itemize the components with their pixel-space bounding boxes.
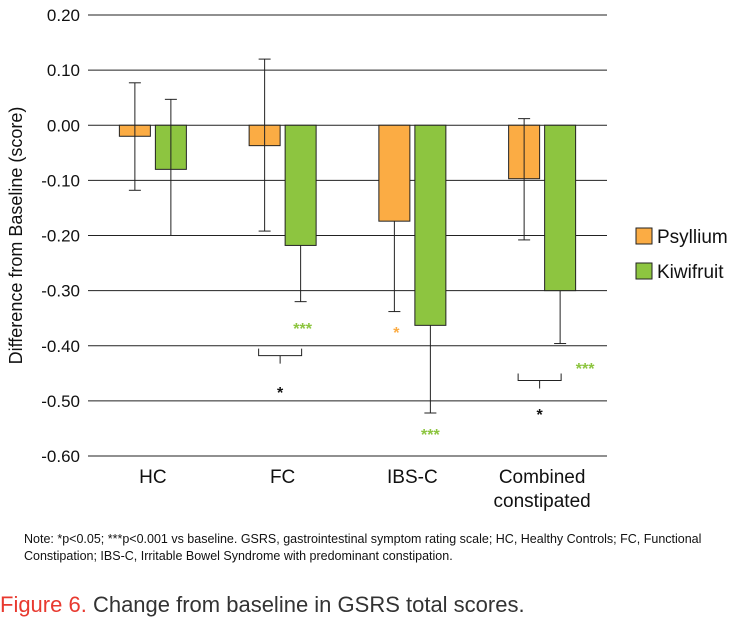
figure-caption: Figure 6. Change from baseline in GSRS t… (0, 592, 525, 618)
comparison-bracket (517, 373, 562, 389)
comparison-star: * (537, 407, 544, 424)
significance-marker: * (393, 325, 400, 342)
comparison-star: * (277, 385, 284, 402)
comparison-bracket (258, 348, 303, 364)
significance-marker: *** (576, 361, 595, 378)
x-category-label: Combined (499, 467, 586, 488)
legend-swatch-kiwifruit (635, 262, 653, 280)
y-tick-label: -0.60 (41, 447, 80, 466)
gsrs-bar-chart: 0.20 0.10 0.00 -0.10 -0.20 -0.30 -0.40 -0.50 -0.… (6, 6, 728, 512)
y-tick-label: 0.00 (47, 116, 80, 135)
x-category-label: constipated (494, 491, 591, 512)
bar-kiwifruit (284, 124, 317, 246)
y-axis-label: Difference from Baseline (score) (6, 107, 26, 365)
significance-marker: *** (421, 427, 440, 444)
figure-label: Figure 6. (0, 592, 87, 617)
legend-label-kiwifruit: Kiwifruit (657, 262, 724, 283)
y-tick-label: -0.50 (41, 392, 80, 411)
y-tick-label: 0.10 (47, 61, 80, 80)
figure-caption-text: Change from baseline in GSRS total score… (86, 592, 525, 617)
y-tick-label: -0.20 (41, 227, 80, 246)
footnote: Note: *p<0.05; ***p<0.001 vs baseline. G… (24, 532, 702, 563)
bar-kiwifruit (544, 124, 577, 292)
bar-psyllium (378, 124, 411, 222)
y-tick-label: 0.20 (47, 6, 80, 25)
y-tick-label: -0.40 (41, 337, 80, 356)
y-tick-label: -0.10 (41, 171, 80, 190)
x-category-label: IBS-C (387, 467, 438, 488)
legend-label-psyllium: Psyllium (657, 227, 728, 248)
legend-swatch-psyllium (635, 227, 653, 245)
significance-marker: *** (293, 321, 312, 338)
x-category-label: FC (270, 467, 295, 488)
y-tick-label: -0.30 (41, 282, 80, 301)
bar-kiwifruit (414, 124, 447, 326)
x-category-label: HC (139, 467, 166, 488)
